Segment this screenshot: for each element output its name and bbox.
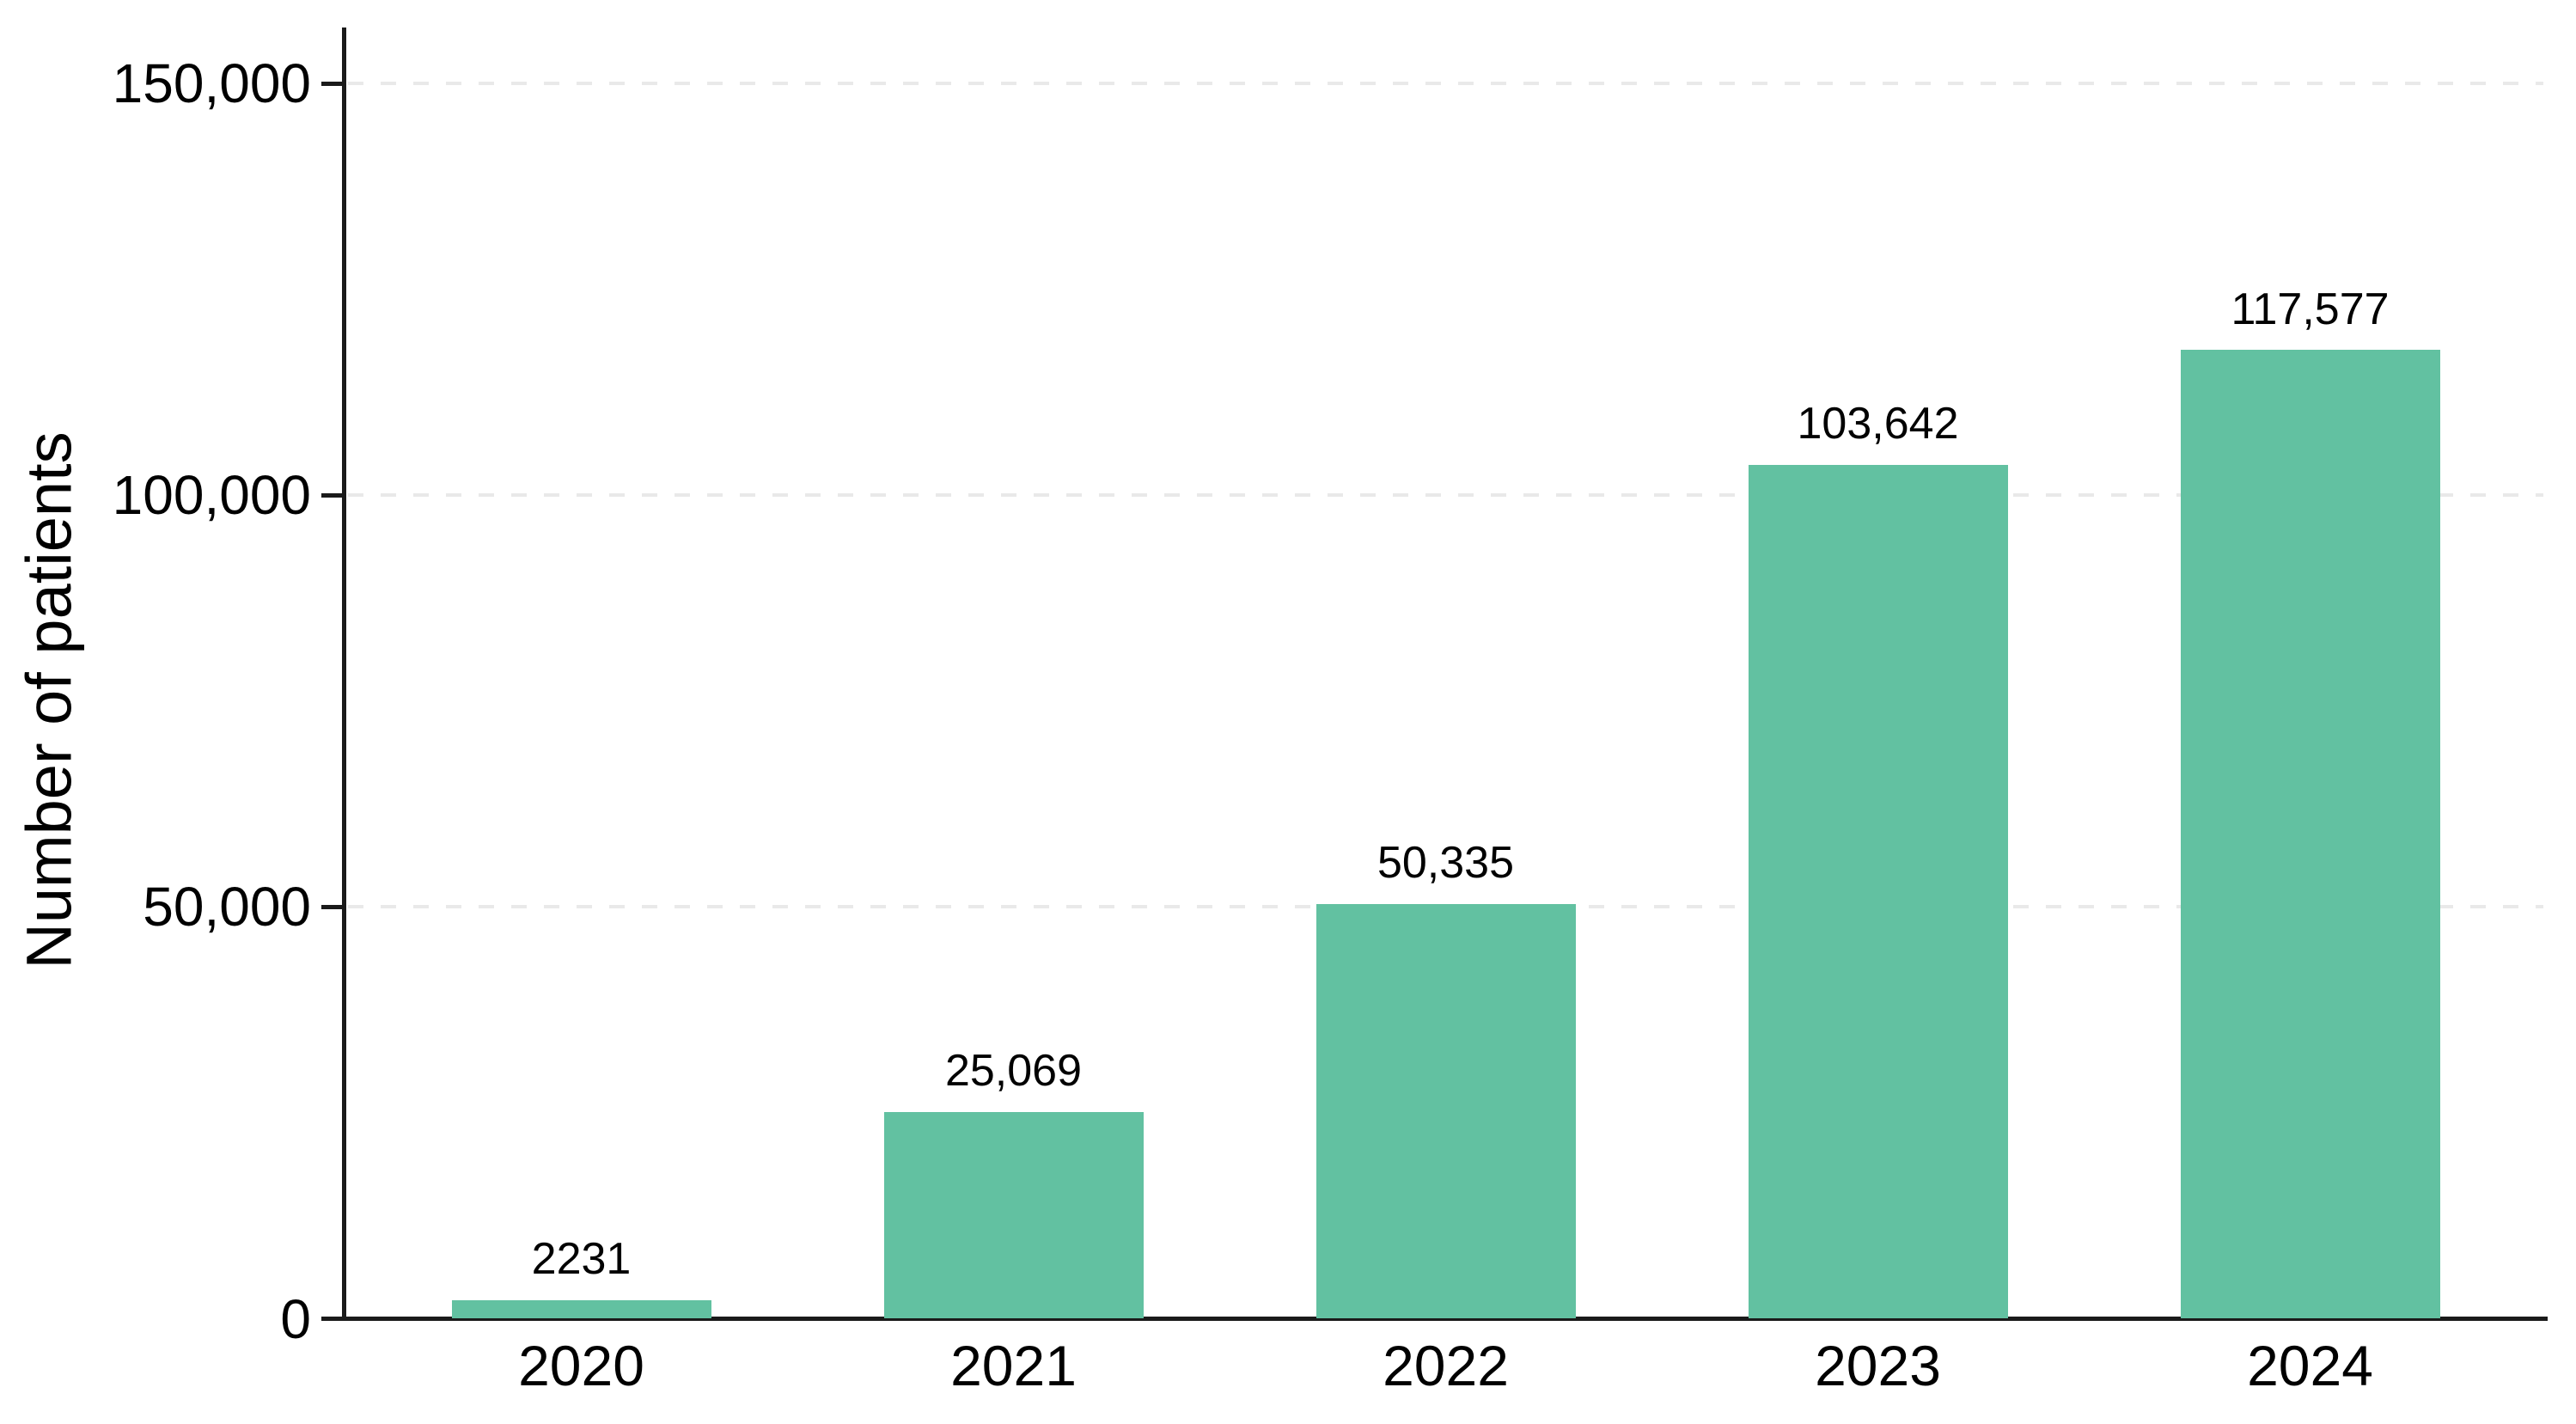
x-category-label-2021: 2021 [950,1334,1077,1397]
y-tick-0 [321,1317,344,1321]
y-axis-line [342,28,346,1321]
x-category-label-2020: 2020 [518,1334,644,1397]
y-tick-50,000 [321,904,344,909]
bar-2020 [451,1299,711,1318]
y-tick-100,000 [321,492,344,498]
gridline-150,000 [348,82,2543,85]
y-tick-label-0: 0 [280,1287,311,1350]
bar-2022 [1315,903,1576,1318]
gridline-100,000 [348,493,2543,498]
x-category-label-2023: 2023 [1815,1334,1941,1397]
y-tick-label-150,000: 150,000 [112,52,311,114]
bar-2021 [883,1111,1144,1318]
y-tick-150,000 [321,81,344,86]
bar-value-label-2021: 25,069 [944,1046,1083,1097]
y-tick-label-100,000: 100,000 [112,464,311,527]
y-tick-label-50,000: 50,000 [143,876,311,938]
x-category-label-2022: 2022 [1383,1334,1509,1397]
bar-value-label-2022: 50,335 [1377,838,1515,889]
bar-2024 [2180,350,2440,1318]
x-category-label-2024: 2024 [2247,1334,2373,1397]
bar-value-label-2020: 2231 [531,1234,632,1285]
bar-value-label-2024: 117,577 [2231,284,2390,334]
bar-2023 [1748,464,2008,1318]
bar-value-label-2023: 103,642 [1797,399,1959,449]
x-axis-line [323,1317,2548,1321]
